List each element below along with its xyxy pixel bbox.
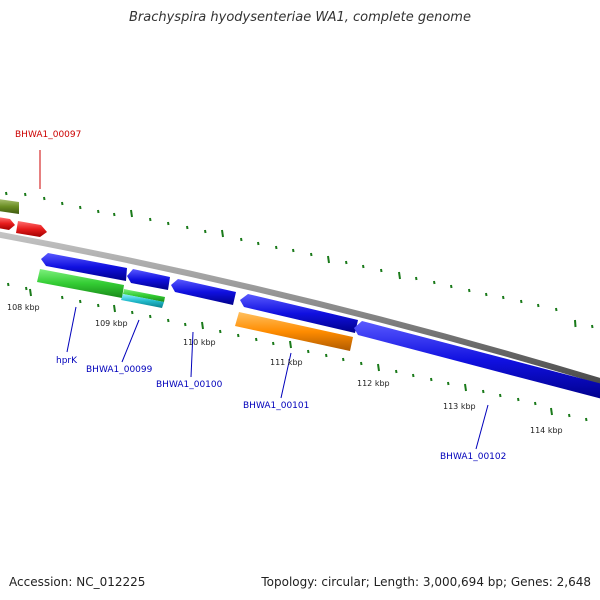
map-title: Brachyspira hyodysenteriae WA1, complete… <box>129 10 471 25</box>
gene-bhwa1-00099-feature <box>121 294 164 308</box>
gene-label[interactable]: BHWA1_00100 <box>156 380 223 390</box>
gene-label[interactable]: BHWA1_00102 <box>440 452 506 462</box>
gene-label[interactable]: BHWA1_00099 <box>86 365 153 375</box>
scale-label: 113 kbp <box>443 402 476 411</box>
tick-marks-outer <box>5 191 594 329</box>
topology-label: Topology: circular; Length: 3,000,694 bp… <box>261 575 591 589</box>
gene-hprk-tail <box>123 289 165 302</box>
gene-bhwa1-00096 <box>0 199 19 214</box>
gene-bhwa1-00099 <box>127 269 170 290</box>
gene-labels: BHWA1_00097 hprK BHWA1_00099 BHWA1_00100… <box>15 130 506 462</box>
scale-label: 108 kbp <box>7 303 40 312</box>
gene-bhwa1-00098-protein <box>41 253 127 281</box>
gene-bhwa1-00100 <box>171 279 236 305</box>
scale-label: 111 kbp <box>270 358 303 367</box>
gene-bhwa1-00097 <box>16 221 47 237</box>
label-leaders <box>39 150 489 450</box>
scale-label: 114 kbp <box>530 426 563 435</box>
gene-bhwa1-00101-feature <box>235 312 353 351</box>
scale-label: 112 kbp <box>357 379 390 388</box>
reverse-genes <box>37 253 600 399</box>
scale-label: 109 kbp <box>95 319 128 328</box>
gene-label[interactable]: BHWA1_00101 <box>243 401 309 411</box>
gene-hprk-rna <box>37 269 124 298</box>
gene-feature-left <box>0 217 15 230</box>
scale-labels: 108 kbp 109 kbp 110 kbp 111 kbp 112 kbp … <box>7 303 563 435</box>
forward-genes <box>0 199 47 237</box>
accession-label: Accession: NC_012225 <box>9 575 146 589</box>
gene-bhwa1-00101 <box>240 294 358 333</box>
gene-bhwa1-00102 <box>354 321 600 399</box>
genome-backbone <box>0 231 600 385</box>
tick-marks-inner <box>7 282 588 422</box>
gene-label[interactable]: BHWA1_00097 <box>15 130 81 140</box>
gene-label[interactable]: hprK <box>56 356 78 366</box>
scale-label: 110 kbp <box>183 338 216 347</box>
